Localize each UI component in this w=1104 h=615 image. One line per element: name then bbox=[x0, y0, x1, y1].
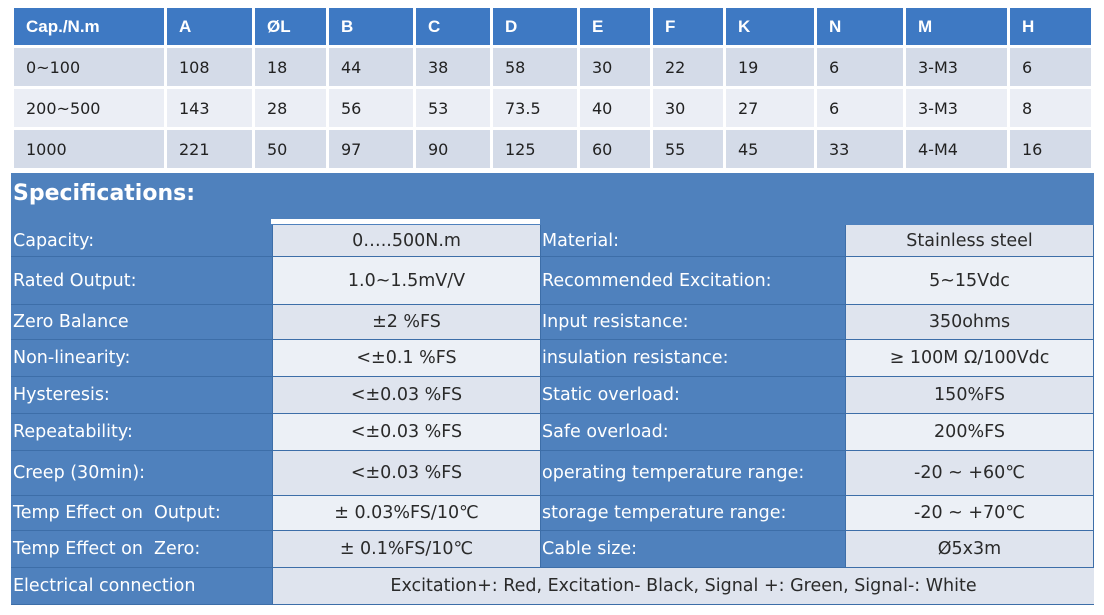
spec-label: Cable size: bbox=[541, 531, 845, 568]
dimensions-table: Cap./N.m A ØL B C D E F K N M H 0~100 10… bbox=[14, 8, 1094, 171]
header-cell-h: H bbox=[1010, 8, 1094, 48]
spec-label: Static overload: bbox=[541, 377, 845, 414]
spec-value: Stainless steel bbox=[845, 225, 1094, 257]
table-row: 200~500 143 28 56 53 73.5 40 30 27 6 3-M… bbox=[14, 89, 1094, 130]
table-cell: 3-M3 bbox=[906, 48, 1010, 89]
electrical-connection-value: Excitation+: Red, Excitation- Black, Sig… bbox=[272, 568, 1094, 605]
spec-label: Hysteresis: bbox=[11, 377, 272, 414]
header-cell-c: C bbox=[416, 8, 493, 48]
table-cell: 200~500 bbox=[14, 89, 167, 130]
spec-value: ± 0.1%FS/10℃ bbox=[272, 531, 541, 568]
table-cell: 38 bbox=[416, 48, 493, 89]
table-cell: 27 bbox=[726, 89, 817, 130]
spec-value: ± 0.03%FS/10℃ bbox=[272, 496, 541, 531]
spec-label: Non-linearity: bbox=[11, 340, 272, 377]
spec-label: Temp Effect on Zero: bbox=[11, 531, 272, 568]
table-cell: 28 bbox=[255, 89, 329, 130]
table-cell: 16 bbox=[1010, 130, 1094, 171]
electrical-connection-label: Electrical connection bbox=[11, 568, 272, 605]
spec-value: 150%FS bbox=[845, 377, 1094, 414]
spec-label: Creep (30min): bbox=[11, 451, 272, 496]
table-cell: 50 bbox=[255, 130, 329, 171]
table-row: 1000 221 50 97 90 125 60 55 45 33 4-M4 1… bbox=[14, 130, 1094, 171]
spec-value: 0…..500N.m bbox=[272, 225, 541, 257]
specifications-panel: Specifications: Capacity: 0…..500N.m Mat… bbox=[11, 173, 1094, 605]
table-cell: 0~100 bbox=[14, 48, 167, 89]
spec-label: Material: bbox=[541, 225, 845, 257]
spec-value: ≥ 100M Ω/100Vdc bbox=[845, 340, 1094, 377]
spec-value: <±0.03 %FS bbox=[272, 414, 541, 451]
spec-value: <±0.03 %FS bbox=[272, 377, 541, 414]
header-cell-e: E bbox=[580, 8, 653, 48]
header-cell-n: N bbox=[817, 8, 906, 48]
header-cell-d: D bbox=[493, 8, 580, 48]
header-cell-k: K bbox=[726, 8, 817, 48]
table-cell: 30 bbox=[653, 89, 726, 130]
header-cell-f: F bbox=[653, 8, 726, 48]
spec-label: operating temperature range: bbox=[541, 451, 845, 496]
table-cell: 125 bbox=[493, 130, 580, 171]
table-cell: 143 bbox=[167, 89, 255, 130]
spec-label: Repeatability: bbox=[11, 414, 272, 451]
spec-value: -20 ~ +70℃ bbox=[845, 496, 1094, 531]
specifications-title: Specifications: bbox=[13, 181, 196, 206]
table-cell: 58 bbox=[493, 48, 580, 89]
table-cell: 4-M4 bbox=[906, 130, 1010, 171]
table-cell: 33 bbox=[817, 130, 906, 171]
table-cell: 97 bbox=[329, 130, 416, 171]
table-cell: 30 bbox=[580, 48, 653, 89]
spec-value: 350ohms bbox=[845, 305, 1094, 340]
table-cell: 6 bbox=[817, 48, 906, 89]
table-cell: 44 bbox=[329, 48, 416, 89]
spec-value: 200%FS bbox=[845, 414, 1094, 451]
table-cell: 19 bbox=[726, 48, 817, 89]
spec-label: storage temperature range: bbox=[541, 496, 845, 531]
spec-value: <±0.03 %FS bbox=[272, 451, 541, 496]
spec-label: Input resistance: bbox=[541, 305, 845, 340]
table-cell: 40 bbox=[580, 89, 653, 130]
spec-label: Zero Balance bbox=[11, 305, 272, 340]
table-cell: 6 bbox=[1010, 48, 1094, 89]
spec-value: -20 ~ +60℃ bbox=[845, 451, 1094, 496]
spec-value: 5~15Vdc bbox=[845, 257, 1094, 305]
table-cell: 108 bbox=[167, 48, 255, 89]
table-cell: 18 bbox=[255, 48, 329, 89]
table-cell: 8 bbox=[1010, 89, 1094, 130]
table-cell: 73.5 bbox=[493, 89, 580, 130]
table-cell: 45 bbox=[726, 130, 817, 171]
table-cell: 3-M3 bbox=[906, 89, 1010, 130]
spec-label: Temp Effect on Output: bbox=[11, 496, 272, 531]
table-cell: 6 bbox=[817, 89, 906, 130]
spec-value: 1.0~1.5mV/V bbox=[272, 257, 541, 305]
table-cell: 90 bbox=[416, 130, 493, 171]
table-cell: 60 bbox=[580, 130, 653, 171]
spec-label: Recommended Excitation: bbox=[541, 257, 845, 305]
header-cell-diameter-l: ØL bbox=[255, 8, 329, 48]
table-cell: 53 bbox=[416, 89, 493, 130]
spec-value: <±0.1 %FS bbox=[272, 340, 541, 377]
spec-label: Capacity: bbox=[11, 225, 272, 257]
table-cell: 55 bbox=[653, 130, 726, 171]
title-divider bbox=[271, 219, 540, 224]
specifications-grid: Capacity: 0…..500N.m Material: Stainless… bbox=[11, 225, 1094, 605]
spec-label: Safe overload: bbox=[541, 414, 845, 451]
dimensions-header-row: Cap./N.m A ØL B C D E F K N M H bbox=[14, 8, 1094, 48]
table-cell: 56 bbox=[329, 89, 416, 130]
header-cell-capacity: Cap./N.m bbox=[14, 8, 167, 48]
header-cell-a: A bbox=[167, 8, 255, 48]
table-row: 0~100 108 18 44 38 58 30 22 19 6 3-M3 6 bbox=[14, 48, 1094, 89]
header-cell-b: B bbox=[329, 8, 416, 48]
table-cell: 1000 bbox=[14, 130, 167, 171]
spec-label: insulation resistance: bbox=[541, 340, 845, 377]
header-cell-m: M bbox=[906, 8, 1010, 48]
spec-label: Rated Output: bbox=[11, 257, 272, 305]
spec-value: Ø5x3m bbox=[845, 531, 1094, 568]
table-cell: 221 bbox=[167, 130, 255, 171]
spec-value: ±2 %FS bbox=[272, 305, 541, 340]
table-cell: 22 bbox=[653, 48, 726, 89]
